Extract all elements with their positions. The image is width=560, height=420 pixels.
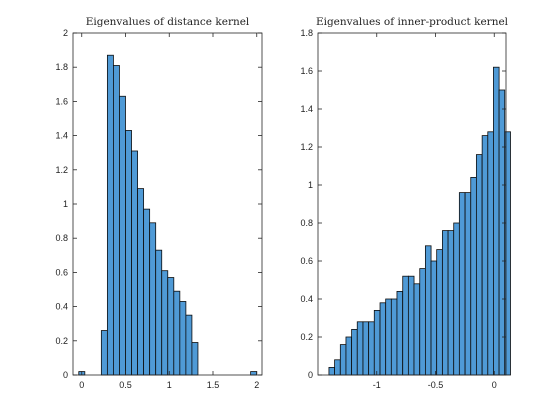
y-tick-label: 1.8 <box>300 28 313 38</box>
histogram-bar <box>180 301 186 375</box>
histogram-bar <box>471 177 477 375</box>
histogram-bar <box>403 276 409 375</box>
histogram-bar <box>369 322 375 375</box>
x-tick-label: -0.5 <box>428 380 444 390</box>
histogram-bar <box>363 322 369 375</box>
x-tick-label: 1 <box>167 380 172 390</box>
y-tick-label: 1.4 <box>300 104 313 114</box>
y-tick-label: 0.8 <box>300 218 313 228</box>
histogram-bar <box>162 271 168 375</box>
histogram-bar <box>386 299 392 375</box>
y-tick-label: 1 <box>63 199 68 209</box>
y-tick-label: 1.6 <box>300 66 313 76</box>
histogram-bar <box>488 132 494 375</box>
histogram-bar <box>448 231 454 375</box>
histogram-bar <box>150 223 156 375</box>
histogram-bar <box>174 291 180 375</box>
histogram-bar <box>420 269 426 375</box>
y-tick-label: 1.2 <box>55 165 68 175</box>
histogram-bar <box>414 284 420 375</box>
histogram-bar <box>126 130 132 375</box>
histogram-bar <box>482 136 488 375</box>
histogram-bar <box>186 315 192 375</box>
histogram-bar <box>357 322 363 375</box>
chart-title: Eigenvalues of distance kernel <box>86 16 250 28</box>
histogram-bar <box>168 278 174 375</box>
histogram-bar <box>346 337 352 375</box>
histogram-bar <box>442 231 448 375</box>
histogram-bar <box>437 250 443 375</box>
x-tick-label: 0 <box>492 380 497 390</box>
x-tick-label: 1.5 <box>207 380 220 390</box>
histogram-bar <box>499 90 505 375</box>
chart-panel-2: -1 -0.5 0 0 0.2 0.4 0.6 0.8 1 1.2 1.4 1.6 1.8Eigenva… <box>300 16 510 390</box>
y-tick-label: 0.4 <box>300 294 313 304</box>
histogram-bar <box>144 209 150 375</box>
y-tick-label: 0.4 <box>55 302 68 312</box>
x-tick-label: 0 <box>79 380 84 390</box>
histogram-bar <box>391 299 397 375</box>
histogram-bar <box>374 310 380 375</box>
histogram-bar <box>132 151 138 375</box>
histogram-bar <box>335 360 341 375</box>
y-tick-label: 0.6 <box>55 267 68 277</box>
x-tick-label: 0.5 <box>119 380 132 390</box>
histogram-bar <box>138 189 144 375</box>
histogram-bar <box>107 55 113 375</box>
histogram-bar <box>459 193 465 375</box>
histogram-bar <box>397 291 403 375</box>
histogram-bar <box>493 67 499 375</box>
y-tick-label: 0.2 <box>55 336 68 346</box>
histogram-bar <box>251 372 257 375</box>
y-tick-label: 0.8 <box>55 233 68 243</box>
histogram-bar <box>101 331 107 375</box>
y-tick-label: 1.4 <box>55 131 68 141</box>
chart-title: Eigenvalues of inner-product kernel <box>316 16 509 28</box>
x-tick-label: -1 <box>373 380 381 390</box>
histogram-bar <box>476 155 482 375</box>
histogram-bar <box>329 367 335 375</box>
histogram-bar <box>425 246 431 375</box>
histogram-bar <box>192 343 198 375</box>
histogram-bar <box>119 96 125 375</box>
histogram-bar <box>454 223 460 375</box>
y-tick-label: 1.2 <box>300 142 313 152</box>
y-tick-label: 0.6 <box>300 256 313 266</box>
y-tick-label: 2 <box>63 28 68 38</box>
histogram-bar <box>431 261 437 375</box>
x-tick-label: 2 <box>254 380 259 390</box>
y-tick-label: 0 <box>308 370 313 380</box>
y-tick-label: 0.2 <box>300 332 313 342</box>
y-tick-label: 0 <box>63 370 68 380</box>
y-tick-label: 1.6 <box>55 96 68 106</box>
y-tick-label: 1.8 <box>55 62 68 72</box>
histogram-bar <box>380 303 386 375</box>
y-tick-label: 1 <box>308 180 313 190</box>
histogram-bar <box>156 250 162 375</box>
histogram-bar <box>113 65 119 375</box>
chart-panel-1: 0 0.5 1 1.5 2 0 0.2 0.4 0.6 0.8 1 1.2 1.4 1.6 1.8 2 Eige… <box>55 16 262 390</box>
histogram-bar <box>465 193 471 375</box>
histogram-bar <box>408 276 414 375</box>
histogram-bar <box>340 345 346 375</box>
histogram-bar <box>352 329 358 375</box>
